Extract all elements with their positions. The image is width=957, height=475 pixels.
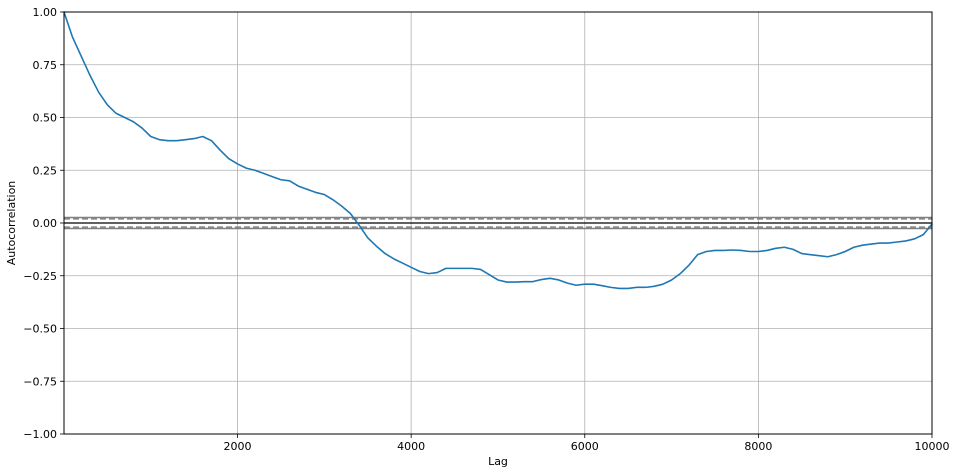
x-tick-label: 2000 [224,440,252,453]
x-tick-label: 10000 [915,440,950,453]
y-tick-label: 0.25 [33,164,58,177]
x-tick-labels: 2000 4000 6000 8000 10000 [224,440,950,453]
x-axis-label: Lag [488,455,508,468]
y-tick-label: −0.75 [23,375,57,388]
y-axis-label: Autocorrelation [5,181,18,266]
series-layer [63,11,933,290]
y-tick-label: −0.50 [23,323,57,336]
y-tick-label: −1.00 [23,428,57,441]
x-tick-label: 8000 [744,440,772,453]
y-tick-label: 0.00 [33,217,58,230]
y-tick-label: 0.50 [33,112,58,125]
autocorrelation-line [63,11,933,290]
x-tick-label: 4000 [397,440,425,453]
reference-lines [64,216,932,230]
y-tick-label: −0.25 [23,270,57,283]
y-tick-label: 0.75 [33,59,58,72]
y-tick-label: 1.00 [33,6,58,19]
y-tick-labels: −1.00 −0.75 −0.50 −0.25 0.00 0.25 0.50 0.75 1.00 [23,6,57,441]
x-tick-label: 6000 [571,440,599,453]
tick-layer [60,11,933,438]
